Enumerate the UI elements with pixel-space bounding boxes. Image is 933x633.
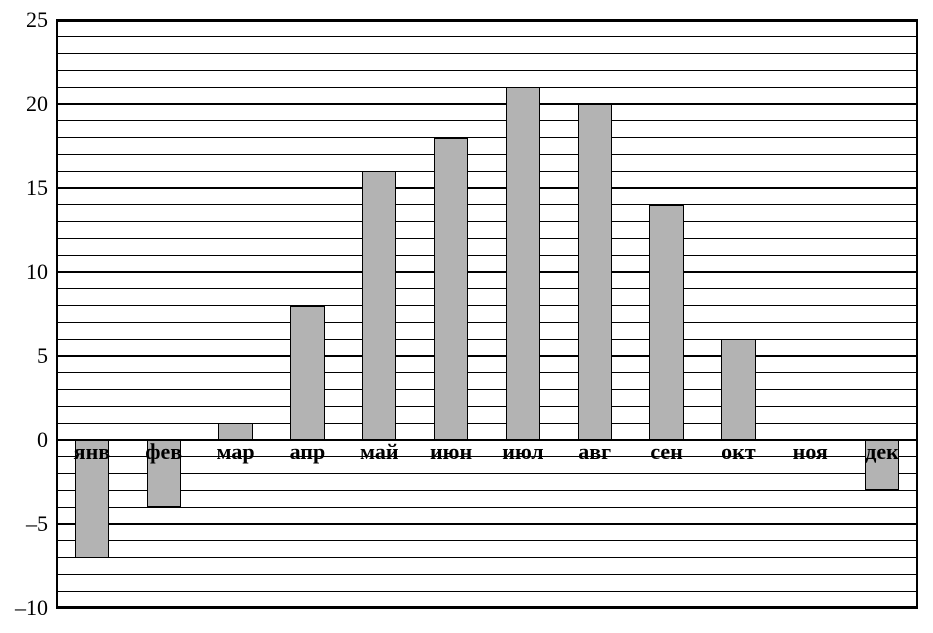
major-gridline [56, 271, 918, 274]
bar [362, 171, 396, 440]
minor-gridline [56, 87, 918, 88]
bar [218, 423, 252, 440]
y-tick-label: 0 [0, 427, 48, 453]
minor-gridline [56, 70, 918, 71]
minor-gridline [56, 372, 918, 373]
y-tick-label: 5 [0, 343, 48, 369]
x-category-label: ноя [774, 439, 846, 465]
y-tick-label: –5 [0, 511, 48, 537]
minor-gridline [56, 574, 918, 575]
y-tick-label: 10 [0, 259, 48, 285]
minor-gridline [56, 540, 918, 541]
minor-gridline [56, 473, 918, 474]
minor-gridline [56, 339, 918, 340]
x-category-label: апр [272, 439, 344, 465]
x-category-label: янв [56, 439, 128, 465]
bar-chart: 25 20 15 10 5 0 –5 –10 янвфевмарапрмайиюниюлавгс… [0, 0, 933, 633]
x-category-label: дек [846, 439, 918, 465]
minor-gridline [56, 305, 918, 306]
x-category-label: мар [200, 439, 272, 465]
minor-gridline [56, 490, 918, 491]
minor-gridline [56, 238, 918, 239]
major-gridline [56, 355, 918, 358]
x-category-label: фев [128, 439, 200, 465]
minor-gridline [56, 154, 918, 155]
y-tick-label: –10 [0, 595, 48, 621]
minor-gridline [56, 36, 918, 37]
minor-gridline [56, 423, 918, 424]
x-category-label: май [343, 439, 415, 465]
minor-gridline [56, 255, 918, 256]
bar [506, 87, 540, 440]
x-category-label: окт [703, 439, 775, 465]
minor-gridline [56, 557, 918, 558]
major-gridline [56, 187, 918, 190]
minor-gridline [56, 221, 918, 222]
minor-gridline [56, 53, 918, 54]
minor-gridline [56, 507, 918, 508]
bar [290, 306, 324, 440]
x-category-label: июл [487, 439, 559, 465]
bar [649, 205, 683, 440]
y-tick-label: 20 [0, 91, 48, 117]
bar [434, 138, 468, 440]
minor-gridline [56, 406, 918, 407]
minor-gridline [56, 288, 918, 289]
minor-gridline [56, 204, 918, 205]
minor-gridline [56, 137, 918, 138]
minor-gridline [56, 120, 918, 121]
minor-gridline [56, 322, 918, 323]
y-tick-label: 25 [0, 7, 48, 33]
minor-gridline [56, 389, 918, 390]
major-gridline [56, 103, 918, 106]
minor-gridline [56, 591, 918, 592]
x-category-label: июн [415, 439, 487, 465]
major-gridline [56, 607, 918, 610]
minor-gridline [56, 171, 918, 172]
x-category-label: авг [559, 439, 631, 465]
bar [721, 339, 755, 440]
plot-frame [56, 20, 918, 608]
y-tick-label: 15 [0, 175, 48, 201]
major-gridline [56, 523, 918, 526]
major-gridline [56, 19, 918, 22]
x-category-label: сен [631, 439, 703, 465]
bar [578, 104, 612, 440]
